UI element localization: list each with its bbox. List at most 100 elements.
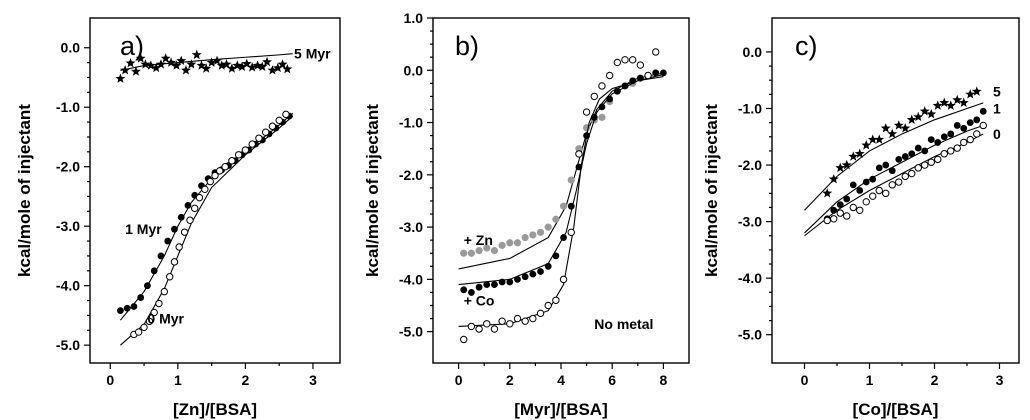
data-point xyxy=(216,167,224,175)
data-point xyxy=(226,63,237,73)
data-point xyxy=(901,172,909,181)
data-point xyxy=(513,239,522,247)
data-point xyxy=(277,59,288,69)
data-point xyxy=(268,122,277,130)
data-point xyxy=(252,60,263,70)
data-point xyxy=(822,188,833,198)
data-point xyxy=(228,157,236,165)
data-point xyxy=(151,62,162,73)
data-point xyxy=(567,176,575,184)
x-tick-label: 2 xyxy=(242,372,250,388)
data-point xyxy=(483,244,491,252)
data-point xyxy=(529,231,537,239)
data-point xyxy=(460,249,468,257)
data-point xyxy=(498,278,506,286)
data-point xyxy=(171,60,182,70)
fit-line xyxy=(804,102,984,211)
y-tick-label: -1.0 xyxy=(738,100,762,116)
y-tick-label: -2.0 xyxy=(56,159,80,175)
data-point xyxy=(206,57,217,67)
data-point xyxy=(177,213,185,221)
data-point xyxy=(953,122,961,129)
x-axis-label: [Myr]/[BSA] xyxy=(514,400,608,419)
y-axis-label: kcal/mole of injectant xyxy=(702,104,721,277)
data-point xyxy=(506,320,514,328)
data-point xyxy=(544,262,552,270)
series-label: 1 xyxy=(993,100,1001,116)
fit-line xyxy=(804,124,984,234)
y-tick-label: -5.0 xyxy=(738,327,762,343)
data-point xyxy=(221,163,229,171)
data-point xyxy=(966,135,974,144)
data-point xyxy=(660,69,667,77)
data-point xyxy=(582,108,591,116)
chart-panel-2: 0 2 4 6 8 1.0 0.0 -1.0 -2.0 -3.0 -4.0 -5.0 [Myr]/[BS… xyxy=(363,10,690,419)
data-point xyxy=(590,92,598,101)
data-point xyxy=(160,287,169,296)
x-tick-label: 3 xyxy=(996,372,1004,388)
data-point xyxy=(843,195,851,203)
y-axis-label: kcal/mole of injectant xyxy=(15,104,34,277)
data-point xyxy=(849,181,857,189)
series-1: 5 Myr xyxy=(115,46,331,83)
data-point xyxy=(875,164,883,172)
data-point xyxy=(529,314,537,323)
data-point xyxy=(908,150,916,158)
data-point xyxy=(598,103,606,111)
data-point xyxy=(940,133,948,141)
x-tick-label: 1 xyxy=(866,372,874,388)
data-point xyxy=(862,198,870,206)
data-point xyxy=(567,228,575,237)
data-point xyxy=(893,120,904,130)
data-point xyxy=(828,173,839,184)
data-point xyxy=(979,107,987,115)
data-point xyxy=(830,215,838,223)
y-tick-label: -2.0 xyxy=(399,167,423,183)
data-point xyxy=(475,325,483,333)
data-point xyxy=(900,123,911,133)
data-point xyxy=(869,175,877,183)
data-point xyxy=(248,140,256,148)
data-point xyxy=(506,239,514,247)
y-tick-label: -4.0 xyxy=(399,271,423,287)
data-point xyxy=(282,63,293,74)
data-point xyxy=(823,216,831,225)
data-point xyxy=(498,241,506,249)
data-point xyxy=(544,223,552,231)
data-point xyxy=(135,53,146,63)
data-point xyxy=(966,119,974,127)
y-tick-label: -1.0 xyxy=(56,99,80,115)
data-point xyxy=(166,273,174,281)
data-point xyxy=(247,62,258,72)
data-point xyxy=(882,161,890,169)
data-point xyxy=(901,153,909,160)
data-point xyxy=(552,252,560,260)
x-axis-label: [Co]/[BSA] xyxy=(853,400,939,419)
data-point xyxy=(513,314,522,323)
data-point xyxy=(137,294,145,301)
y-tick-label: 1.0 xyxy=(404,10,424,26)
data-point xyxy=(180,228,189,236)
data-point xyxy=(475,247,483,255)
x-tick-label: 2 xyxy=(931,372,939,388)
x-tick-label: 6 xyxy=(608,372,616,388)
data-point xyxy=(483,320,491,328)
data-point xyxy=(521,233,529,242)
data-point xyxy=(934,155,942,164)
data-point xyxy=(191,204,199,213)
data-point xyxy=(201,185,209,194)
data-point xyxy=(176,55,187,66)
data-point xyxy=(940,150,948,158)
data-point xyxy=(186,59,197,69)
data-point xyxy=(965,89,976,99)
y-tick-label: -5.0 xyxy=(399,324,423,340)
data-point xyxy=(861,140,872,150)
data-point xyxy=(140,323,148,332)
series-3: 0 xyxy=(804,121,1001,237)
series-label: 0 Myr xyxy=(147,310,184,326)
y-tick-label: -3.0 xyxy=(738,214,762,230)
series-label: 5 Myr xyxy=(294,46,331,62)
data-point xyxy=(953,144,961,152)
data-point xyxy=(216,60,227,70)
